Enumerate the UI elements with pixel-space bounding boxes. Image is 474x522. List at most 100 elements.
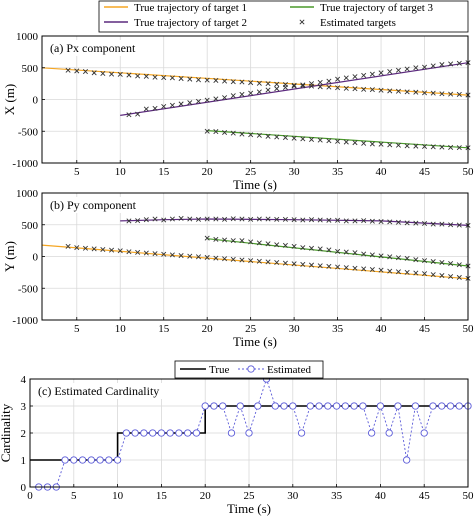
y-axis-label: Cardinality	[0, 403, 13, 462]
estimate-marker	[456, 60, 462, 66]
estimate-marker	[439, 221, 445, 227]
estimate-marker	[152, 216, 158, 222]
x-tick-label: 20	[200, 490, 212, 502]
estimate-marker	[326, 263, 332, 269]
y-tick-label: -1000	[12, 158, 38, 170]
estimate-marker	[308, 217, 315, 223]
estimate-marker	[256, 240, 262, 246]
legend-label: Estimated	[267, 364, 311, 376]
estimate-marker	[222, 216, 228, 222]
estimate-marker	[291, 243, 297, 249]
estimate-marker	[265, 81, 271, 87]
estimate-marker	[61, 456, 69, 464]
series-line-2	[207, 238, 469, 267]
estimate-marker	[404, 269, 410, 275]
estimate-marker	[378, 219, 384, 225]
x-tick-label: 25	[245, 323, 257, 335]
x-tick-label: 45	[419, 490, 431, 502]
estimate-marker	[280, 402, 288, 410]
estimate-marker	[413, 220, 419, 226]
estimate-marker	[87, 456, 95, 464]
estimate-marker	[367, 429, 376, 437]
estimate-marker	[456, 274, 462, 280]
estimate-marker	[131, 429, 139, 437]
estimate-marker	[204, 216, 210, 222]
estimate-marker	[201, 402, 209, 410]
estimate-marker	[239, 79, 245, 85]
estimate-marker	[439, 62, 445, 68]
x-tick-label: 50	[463, 490, 474, 502]
estimate-marker	[82, 245, 88, 251]
y-axis-label: X (m)	[2, 84, 17, 115]
estimate-marker	[378, 70, 384, 76]
estimate-marker	[324, 402, 332, 410]
estimate-marker	[300, 83, 306, 89]
estimate-marker	[300, 217, 306, 223]
estimate-marker	[152, 74, 158, 80]
x-tick-label: 15	[158, 323, 170, 335]
estimate-marker	[239, 91, 245, 97]
estimate-marker	[430, 259, 436, 265]
estimate-marker	[256, 89, 262, 95]
estimate-marker	[343, 139, 349, 145]
estimate-marker	[352, 86, 358, 92]
estimate-marker	[161, 103, 167, 110]
estimate-marker	[422, 258, 428, 264]
estimate-marker	[335, 217, 341, 223]
estimate-marker	[187, 76, 193, 82]
estimate-marker	[413, 89, 419, 95]
estimate-marker	[169, 216, 175, 222]
estimate-marker	[455, 402, 463, 410]
estimate-marker	[422, 64, 428, 70]
estimate-marker	[282, 242, 288, 248]
estimate-marker	[448, 260, 454, 267]
estimate-marker	[143, 73, 149, 79]
estimate-marker	[291, 135, 297, 141]
x-axis-label: Time (s)	[233, 177, 277, 192]
x-tick-label: 25	[244, 490, 256, 502]
estimate-marker	[178, 76, 184, 82]
estimate-marker	[213, 129, 219, 135]
estimate-marker	[96, 456, 104, 464]
estimate-marker	[315, 402, 323, 410]
estimate-marker	[422, 90, 428, 96]
estimate-marker	[122, 429, 131, 437]
estimate-marker	[352, 250, 358, 256]
estimate-marker	[282, 84, 288, 90]
estimate-marker	[109, 247, 115, 253]
y-tick-label: 500	[22, 220, 39, 232]
estimate-marker	[239, 131, 245, 137]
estimate-marker	[230, 256, 236, 262]
estimate-marker	[376, 402, 385, 410]
estimate-marker	[100, 246, 106, 253]
estimate-marker	[361, 266, 367, 272]
estimate-marker	[326, 247, 332, 253]
estimate-marker	[184, 429, 192, 437]
estimate-marker	[300, 82, 306, 88]
x-tick-label: 30	[289, 166, 301, 178]
y-tick-label: 1000	[16, 31, 39, 43]
estimate-marker	[326, 217, 332, 223]
estimate-marker	[343, 218, 349, 224]
estimate-marker	[265, 87, 271, 93]
estimate-marker	[411, 402, 420, 410]
estimate-marker	[378, 267, 384, 273]
x-tick-label: 15	[156, 490, 168, 502]
estimate-marker	[352, 265, 358, 271]
x-axis-label: Time (s)	[227, 501, 271, 516]
estimate-marker	[195, 98, 202, 104]
estimate-marker	[378, 253, 384, 259]
estimate-marker	[245, 429, 253, 437]
estimate-marker	[78, 456, 87, 464]
estimate-marker	[403, 456, 411, 464]
estimate-marker	[430, 272, 436, 278]
series-line-1	[38, 377, 468, 488]
estimate-marker	[369, 141, 375, 147]
estimate-marker	[395, 88, 401, 94]
estimate-marker	[317, 84, 323, 90]
estimate-marker	[230, 93, 236, 99]
estimate-marker	[448, 144, 454, 150]
y-tick-label: 3	[21, 401, 27, 413]
estimate-marker	[291, 83, 297, 89]
estimate-marker	[256, 216, 262, 222]
